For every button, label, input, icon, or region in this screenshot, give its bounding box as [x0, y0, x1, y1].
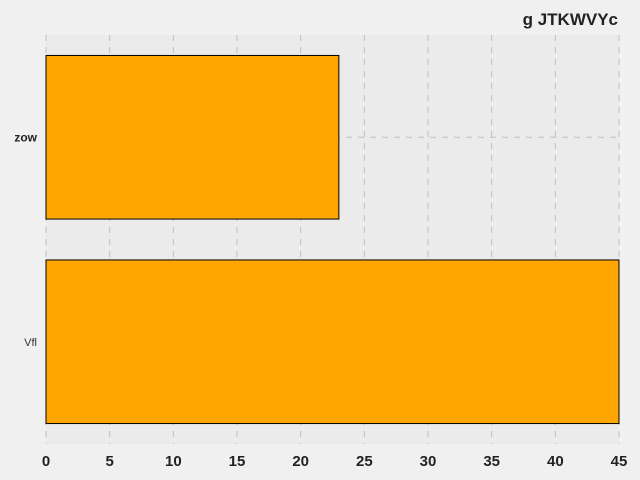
x-tick-label: 15: [229, 453, 246, 470]
x-tick-label: 10: [165, 453, 182, 470]
chart-title: g JTKWVYc: [523, 10, 618, 29]
bars: [45, 54, 620, 425]
x-tick-label: 25: [356, 453, 373, 470]
bar-vfl: [45, 259, 620, 425]
bar-zow: [45, 54, 340, 220]
y-axis-tick-labels: zow Vfl: [14, 130, 37, 349]
x-tick-label: 40: [547, 453, 564, 470]
x-axis-tick-labels: 0 5 10 15 20 25 30 35 40 45: [42, 453, 628, 470]
x-tick-label: 30: [420, 453, 437, 470]
x-tick-label: 45: [611, 453, 628, 470]
x-tick-label: 5: [105, 453, 113, 470]
y-tick-label: Vfl: [24, 337, 37, 349]
x-tick-label: 20: [292, 453, 309, 470]
y-tick-label: zow: [14, 130, 37, 144]
x-tick-label: 0: [42, 453, 50, 470]
x-tick-label: 35: [483, 453, 500, 470]
